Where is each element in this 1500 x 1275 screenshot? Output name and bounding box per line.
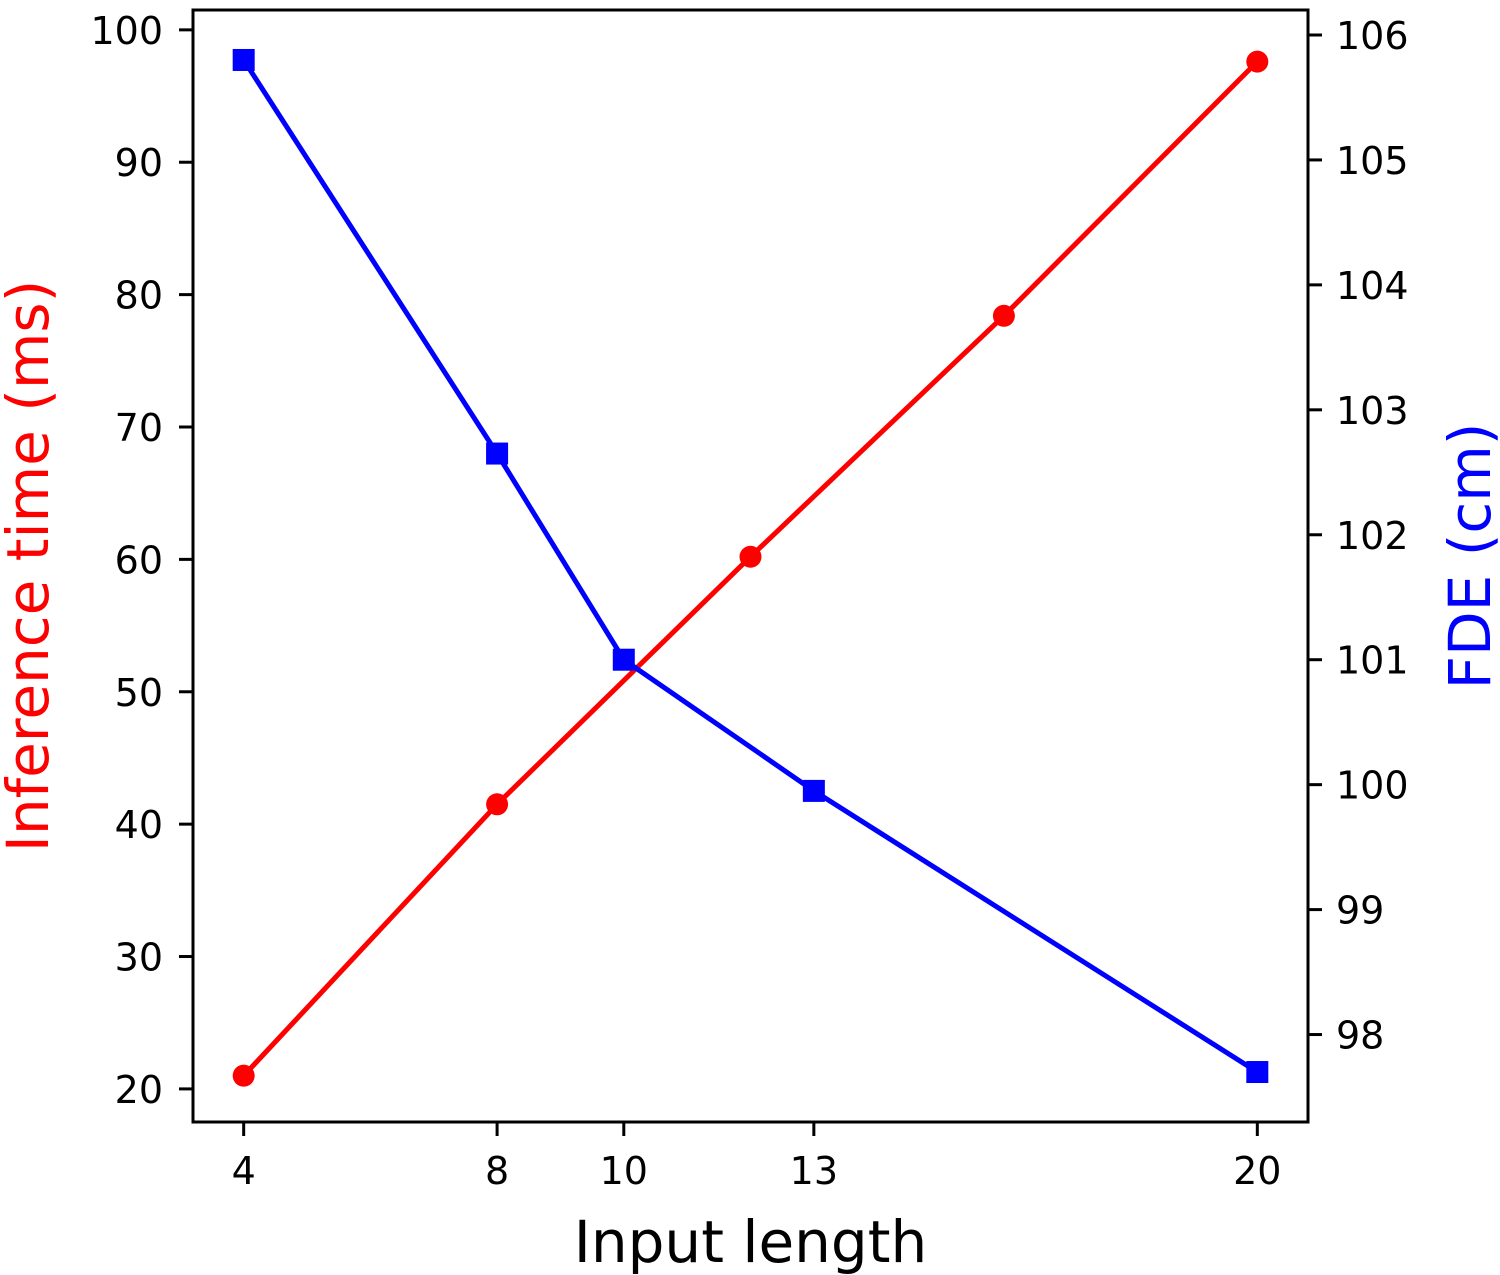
left-y-tick-label: 50 [115,671,163,715]
series-1-point [486,442,509,465]
plot-area-frame [191,8,1310,1124]
right-y-tick-label: 98 [1336,1014,1384,1058]
right-y-tick-label: 103 [1336,389,1409,433]
x-tick-label: 10 [600,1149,648,1193]
x-tick-label: 4 [232,1149,256,1193]
x-tick-label: 8 [485,1149,509,1193]
x-tick-label: 20 [1233,1149,1281,1193]
series-1-point [232,48,255,71]
series-0-line [241,59,1260,1078]
left-y-tick-label: 20 [115,1068,163,1112]
right-y-tick-label: 99 [1336,889,1384,933]
right-y-tick-label: 101 [1336,639,1409,683]
series-1-point [1246,1061,1269,1084]
left-y-tick-label: 30 [115,936,163,980]
left-y-tick-label: 60 [115,538,163,582]
x-tick-label: 13 [790,1149,838,1193]
left-y-tick-label: 100 [90,9,163,53]
right-y-tick-label: 105 [1336,139,1409,183]
series-1-point [612,648,635,671]
right-y-axis: 98 99 100 101 102 103 104 105 106 [1308,14,1409,1058]
x-axis-title: Input length [574,1208,928,1275]
series-0-point [992,304,1015,327]
series-0-point [232,1064,255,1087]
left-y-tick-label: 40 [115,803,163,847]
left-y-axis-title: Inference time (ms) [0,280,62,852]
series-0-point [739,545,762,568]
left-y-tick-label: 90 [115,141,163,185]
right-y-axis-title: FDE (cm) [1436,423,1500,690]
series-layer [232,48,1269,1087]
right-y-tick-label: 106 [1336,14,1409,58]
right-y-tick-label: 102 [1336,514,1409,558]
series-0-point [486,793,509,816]
series-1-point [802,779,825,802]
left-y-tick-label: 70 [115,406,163,450]
series-0-point [1246,50,1269,73]
x-axis: 4 8 10 13 20 [232,1122,1281,1193]
left-y-axis: 20 30 40 50 60 70 80 90 100 [90,9,193,1112]
right-y-tick-label: 104 [1336,264,1409,308]
left-y-tick-label: 80 [115,274,163,318]
right-y-tick-label: 100 [1336,764,1409,808]
